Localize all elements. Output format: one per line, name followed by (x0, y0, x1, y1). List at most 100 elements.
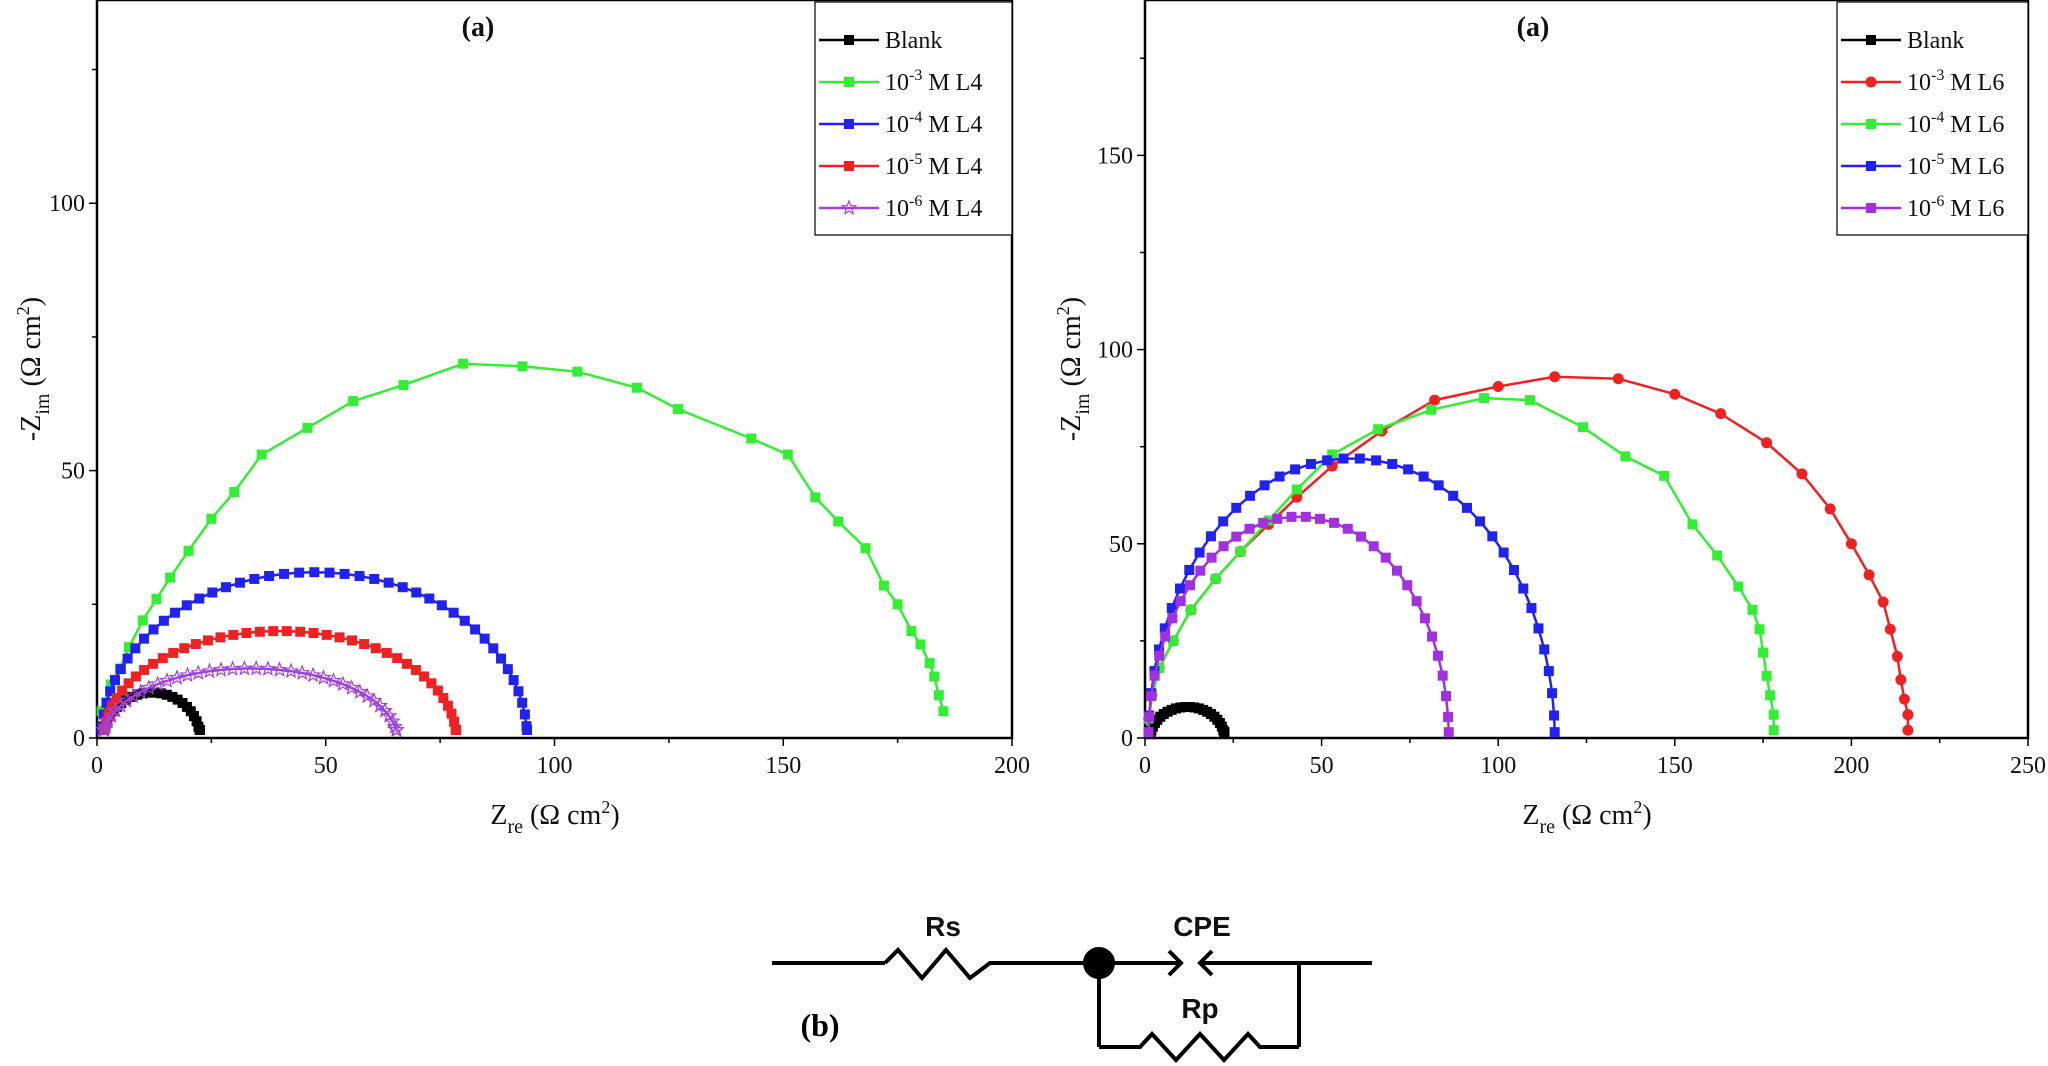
data-point (459, 615, 470, 626)
data-point (1411, 596, 1422, 607)
data-point (281, 626, 292, 637)
data-point (343, 679, 360, 695)
data-point (1712, 550, 1723, 561)
data-point (1153, 644, 1164, 655)
data-point (1185, 604, 1196, 615)
data-point (1329, 517, 1340, 528)
y-tick-label: 0 (73, 726, 85, 752)
legend-label: 10-5 M L4 (885, 151, 982, 180)
data-point (1845, 538, 1857, 550)
data-point (1895, 674, 1907, 686)
data-point (294, 567, 305, 578)
data-point (1291, 484, 1302, 495)
data-point (309, 567, 320, 578)
data-point (1796, 468, 1808, 480)
data-point (1432, 650, 1443, 661)
data-point (1427, 631, 1438, 642)
data-point (99, 712, 117, 729)
data-point (924, 658, 935, 669)
data-point (398, 380, 409, 391)
legend-marker (1865, 76, 1877, 88)
data-point (432, 685, 443, 696)
data-point (169, 607, 180, 618)
data-point (1185, 580, 1196, 591)
data-point (1291, 491, 1303, 503)
data-point (158, 672, 176, 688)
series-line (1147, 515, 1451, 733)
data-point (426, 678, 437, 689)
data-point (1761, 437, 1773, 449)
right-panel-title: (a) (1517, 12, 1550, 43)
data-point (1380, 552, 1391, 563)
legend-label: 10-3 M L6 (1907, 67, 2004, 96)
legend-marker (1866, 119, 1876, 129)
data-point (502, 664, 513, 675)
data-point (212, 661, 230, 677)
data-point (401, 658, 412, 669)
series-line (100, 570, 529, 731)
data-point (1235, 546, 1246, 557)
data-point (522, 724, 533, 735)
data-point (207, 587, 218, 598)
data-point (1877, 596, 1889, 608)
data-point (241, 627, 252, 638)
data-point (1258, 517, 1269, 528)
data-point (1479, 393, 1490, 404)
data-point (810, 492, 821, 503)
data-point (1754, 624, 1765, 635)
data-point (397, 582, 408, 593)
data-point (315, 669, 332, 685)
data-point (249, 573, 260, 584)
data-point (111, 693, 122, 704)
data-point (1524, 395, 1535, 406)
data-point (137, 688, 148, 699)
data-point (1443, 711, 1454, 722)
data-point (458, 358, 468, 369)
data-point (188, 711, 199, 722)
data-point (392, 653, 403, 664)
data-point (860, 543, 871, 554)
left-y-label-prefix: -Z (16, 415, 47, 441)
data-point (938, 706, 949, 717)
data-point (419, 671, 430, 682)
legend-marker (844, 161, 854, 171)
y-tick-label: 50 (61, 459, 85, 485)
data-point (130, 671, 141, 682)
data-point (179, 643, 190, 654)
data-point (268, 626, 279, 637)
series-line (103, 667, 398, 732)
series-3 (1143, 453, 1560, 738)
data-point (673, 404, 684, 415)
data-point (436, 600, 447, 611)
data-point (347, 635, 358, 646)
data-point (264, 571, 275, 582)
data-point (746, 433, 757, 444)
left-y-label-sup: 2 (13, 306, 33, 315)
data-point (165, 572, 176, 583)
data-point (1577, 422, 1588, 433)
data-point (1144, 711, 1155, 722)
legend-label: 10-4 M L4 (885, 109, 982, 138)
data-point (410, 664, 421, 675)
rs-resistor (883, 946, 1002, 982)
left-y-label-sub: im (32, 393, 54, 415)
left-panel-title: (a) (462, 12, 495, 43)
data-point (1218, 516, 1229, 527)
data-point (334, 675, 352, 692)
data-point (123, 678, 134, 689)
left-y-label-close: ) (16, 297, 47, 306)
svg-text:-Zim (Ω cm2): -Zim (Ω cm2) (1053, 297, 1094, 441)
x-tick-label: 100 (1480, 753, 1516, 779)
data-point (1174, 583, 1185, 594)
right-x-axis-label: Zre (Ω cm2) (1522, 797, 1651, 838)
series-line (100, 362, 945, 712)
data-point (1300, 511, 1311, 522)
x-tick-label: 100 (537, 753, 573, 779)
data-point (1549, 727, 1560, 738)
right-y-label-sub: im (1072, 393, 1094, 415)
x-tick-label: 150 (1657, 753, 1693, 779)
data-point (1765, 690, 1776, 701)
data-point (321, 629, 332, 640)
cpe-plate-left (1167, 949, 1184, 977)
